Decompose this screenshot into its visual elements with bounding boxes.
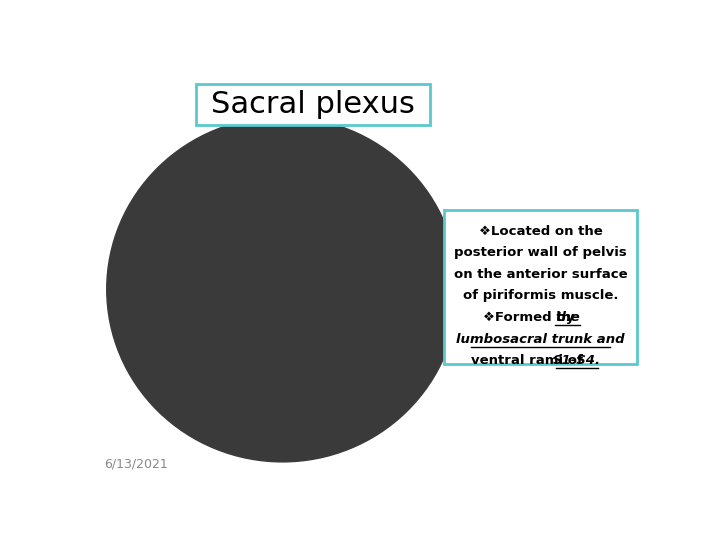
Text: ❖Located on the: ❖Located on the — [479, 225, 603, 238]
Text: ❖Formed by: ❖Formed by — [483, 311, 598, 324]
Text: posterior wall of pelvis: posterior wall of pelvis — [454, 246, 627, 259]
Text: on the anterior surface: on the anterior surface — [454, 268, 627, 281]
Text: lumbosacral trunk and: lumbosacral trunk and — [456, 333, 625, 346]
Text: S1-S4.: S1-S4. — [553, 354, 601, 367]
Text: ventral rami of: ventral rami of — [471, 354, 611, 367]
FancyBboxPatch shape — [444, 210, 637, 364]
Text: Sacral plexus: Sacral plexus — [211, 90, 415, 119]
Text: of piriformis muscle.: of piriformis muscle. — [463, 289, 618, 302]
FancyBboxPatch shape — [196, 84, 431, 125]
Text: 6/13/2021: 6/13/2021 — [104, 457, 168, 470]
Text: the: the — [555, 311, 580, 324]
Ellipse shape — [107, 117, 458, 462]
